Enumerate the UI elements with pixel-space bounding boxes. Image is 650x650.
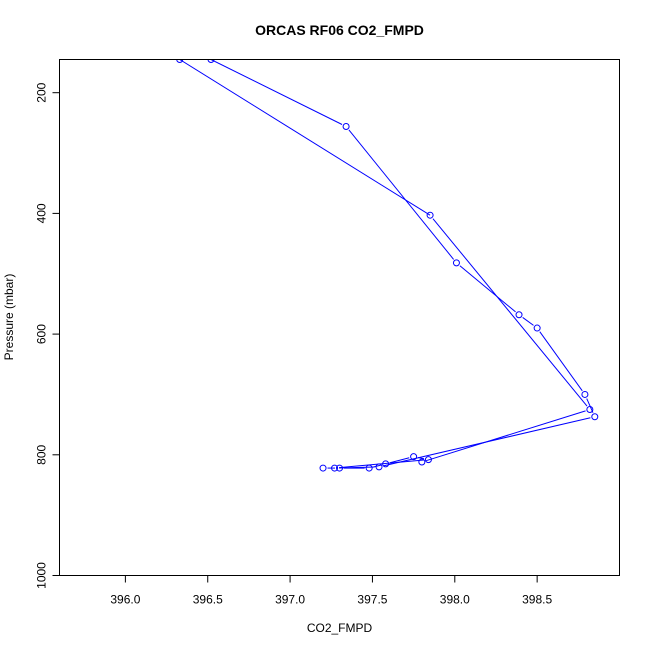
data-point xyxy=(586,406,594,414)
series-line-segment xyxy=(522,317,534,326)
data-point xyxy=(375,463,383,471)
x-tick-label: 398.0 xyxy=(440,593,470,607)
series-line-segment xyxy=(539,331,583,392)
series-line-segment xyxy=(339,466,375,469)
x-tick-label: 396.0 xyxy=(110,593,140,607)
data-point xyxy=(176,59,184,63)
series-line-segment xyxy=(179,59,431,216)
y-tick-label: 200 xyxy=(35,82,49,102)
data-point xyxy=(365,464,373,472)
data-point xyxy=(382,460,390,468)
x-tick-label: 398.5 xyxy=(522,593,552,607)
series-line-segment xyxy=(348,129,454,260)
plot-lines xyxy=(179,59,594,469)
series-line-segment xyxy=(210,59,343,125)
x-axis-label: CO2_FMPD xyxy=(307,621,373,635)
data-point xyxy=(426,211,434,219)
x-axis: 396.0 396.5 397.0 397.5 398.0 398.5 xyxy=(110,575,552,607)
y-axis-label: Pressure (mbar) xyxy=(2,274,16,361)
data-point xyxy=(515,311,523,319)
y-tick-label: 1000 xyxy=(35,562,49,589)
data-point xyxy=(336,464,343,472)
series-line-segment xyxy=(586,398,594,413)
data-point xyxy=(418,458,426,466)
y-axis: 200 400 600 800 1000 xyxy=(35,82,60,589)
series-line-segment xyxy=(432,218,588,407)
data-point xyxy=(410,453,418,461)
x-tick-label: 397.0 xyxy=(275,593,305,607)
series-line-segment xyxy=(338,459,425,469)
series-line-segment xyxy=(425,410,586,462)
y-tick-label: 400 xyxy=(35,203,49,223)
series-line-segment xyxy=(389,457,410,464)
data-point xyxy=(533,324,541,332)
data-point xyxy=(581,390,589,398)
data-point xyxy=(591,413,599,421)
x-tick-label: 397.5 xyxy=(357,593,387,607)
y-tick-label: 800 xyxy=(35,444,49,464)
data-point xyxy=(342,122,350,130)
series-line-segment xyxy=(459,265,516,313)
series-line-segment xyxy=(373,464,382,468)
data-point xyxy=(207,59,215,63)
data-point xyxy=(331,464,339,472)
data-point xyxy=(452,259,460,267)
data-point xyxy=(319,464,327,472)
plot-frame xyxy=(59,59,620,576)
data-point xyxy=(424,456,432,464)
y-tick-label: 600 xyxy=(35,324,49,344)
plot-points xyxy=(176,59,599,472)
x-tick-label: 396.5 xyxy=(193,593,223,607)
chart-title: ORCAS RF06 CO2_FMPD xyxy=(255,22,424,38)
